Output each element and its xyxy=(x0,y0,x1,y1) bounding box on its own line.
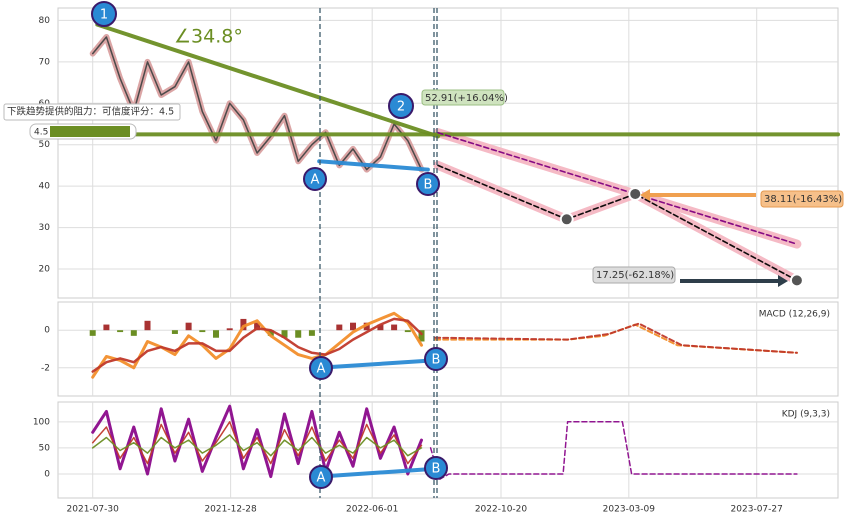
marker xyxy=(388,93,414,119)
y-tick-label: 30 xyxy=(39,223,51,233)
low-label: 17.25(-62.18%) xyxy=(596,270,674,281)
panel xyxy=(57,401,839,499)
histogram-bar xyxy=(350,322,357,331)
label-box xyxy=(592,266,676,284)
arrow xyxy=(680,275,788,287)
marker-label: B xyxy=(424,178,433,193)
x-tick-label: 2023-03-09 xyxy=(603,505,656,515)
marker-label: A xyxy=(317,471,326,486)
series-line xyxy=(91,404,423,479)
marker xyxy=(309,465,333,489)
arrow xyxy=(640,189,756,201)
y-tick-label: 20 xyxy=(39,265,51,275)
projection-point xyxy=(628,186,643,201)
y-tick-label: 0 xyxy=(44,470,50,480)
series-line xyxy=(91,317,423,373)
histogram-bar xyxy=(199,330,206,333)
histogram-bar xyxy=(185,322,192,331)
marker xyxy=(91,1,117,27)
score-label: 4.5 xyxy=(34,128,48,138)
histogram-bar xyxy=(377,324,384,331)
series-line xyxy=(317,358,438,370)
y-tick-label: 40 xyxy=(39,182,51,192)
histogram-bar xyxy=(336,324,343,331)
histogram-bar xyxy=(171,330,178,334)
histogram-bar xyxy=(418,330,425,342)
angle-label: ∠34.8° xyxy=(174,26,243,48)
marker xyxy=(424,456,448,480)
panel-title: MACD (12,26,9) xyxy=(759,310,830,320)
histogram-bar xyxy=(267,330,274,336)
x-tick-label: 2022-10-20 xyxy=(475,505,528,515)
score-bar xyxy=(50,126,130,137)
y-tick-label: 80 xyxy=(39,16,51,26)
y-tick-label: 50 xyxy=(39,443,51,453)
histogram-bar xyxy=(391,324,398,331)
histogram-bar xyxy=(117,330,124,333)
marker xyxy=(309,356,333,380)
y-tick-label: 0 xyxy=(44,326,50,336)
marker xyxy=(303,167,327,191)
y-tick-label: 100 xyxy=(33,417,50,427)
histogram-bar xyxy=(89,330,96,336)
series-line xyxy=(437,131,798,245)
marker-label: B xyxy=(432,462,441,477)
resistance-label: 下跌趋势提供的阻力：可信度评分：4.5 xyxy=(7,106,174,118)
label-box xyxy=(421,89,505,106)
histogram-bar xyxy=(281,330,288,338)
series-line xyxy=(91,36,423,171)
histogram-bar xyxy=(226,328,233,331)
histogram-bar xyxy=(254,322,261,331)
x-tick-label: 2021-12-28 xyxy=(204,505,257,515)
histogram-bar xyxy=(213,330,220,338)
histogram-bar xyxy=(103,324,110,331)
panel xyxy=(57,301,839,397)
marker-label: A xyxy=(311,173,320,188)
marker-label: 1 xyxy=(100,8,108,23)
histogram-bar xyxy=(130,330,137,336)
histogram-bar xyxy=(240,318,247,331)
marker xyxy=(424,347,448,371)
series-line xyxy=(91,421,423,465)
y-tick-label: 50 xyxy=(39,140,51,150)
histogram-bar xyxy=(404,330,411,333)
x-tick-label: 2022-06-01 xyxy=(346,505,398,515)
histogram-bar xyxy=(308,330,315,336)
histogram-bar xyxy=(363,322,370,331)
marker-label: B xyxy=(432,353,441,368)
projection-point xyxy=(559,212,574,227)
label-box xyxy=(3,103,181,121)
overlay: ∠34.8° 下跌趋势提供的阻力：可信度评分：4.5 4.5 52.91(+16… xyxy=(3,1,844,489)
series-line xyxy=(91,311,423,379)
series-line xyxy=(434,322,798,354)
histogram-bar xyxy=(144,320,151,331)
high-label: 52.91(+16.04%) xyxy=(425,93,508,104)
mid-label: 38.11(-16.43%) xyxy=(764,194,842,205)
projection-point xyxy=(789,273,804,288)
x-tick-label: 2021-07-30 xyxy=(67,505,120,515)
marker-label: 2 xyxy=(397,100,405,115)
label-box xyxy=(760,190,844,208)
series-line xyxy=(91,434,423,457)
y-tick-label: -2 xyxy=(41,363,50,373)
y-tick-label: 70 xyxy=(39,57,51,67)
series-line xyxy=(95,22,440,139)
marker-label: A xyxy=(317,362,326,377)
x-tick-label: 2023-07-27 xyxy=(731,505,783,515)
series-line xyxy=(317,159,430,172)
panel-title: KDJ (9,3,3) xyxy=(782,410,830,420)
series-line xyxy=(437,164,798,282)
histogram-bar xyxy=(295,330,302,338)
markers: 1 2 A B A B A B xyxy=(91,1,448,489)
marker xyxy=(416,172,440,196)
series-line xyxy=(317,466,438,479)
